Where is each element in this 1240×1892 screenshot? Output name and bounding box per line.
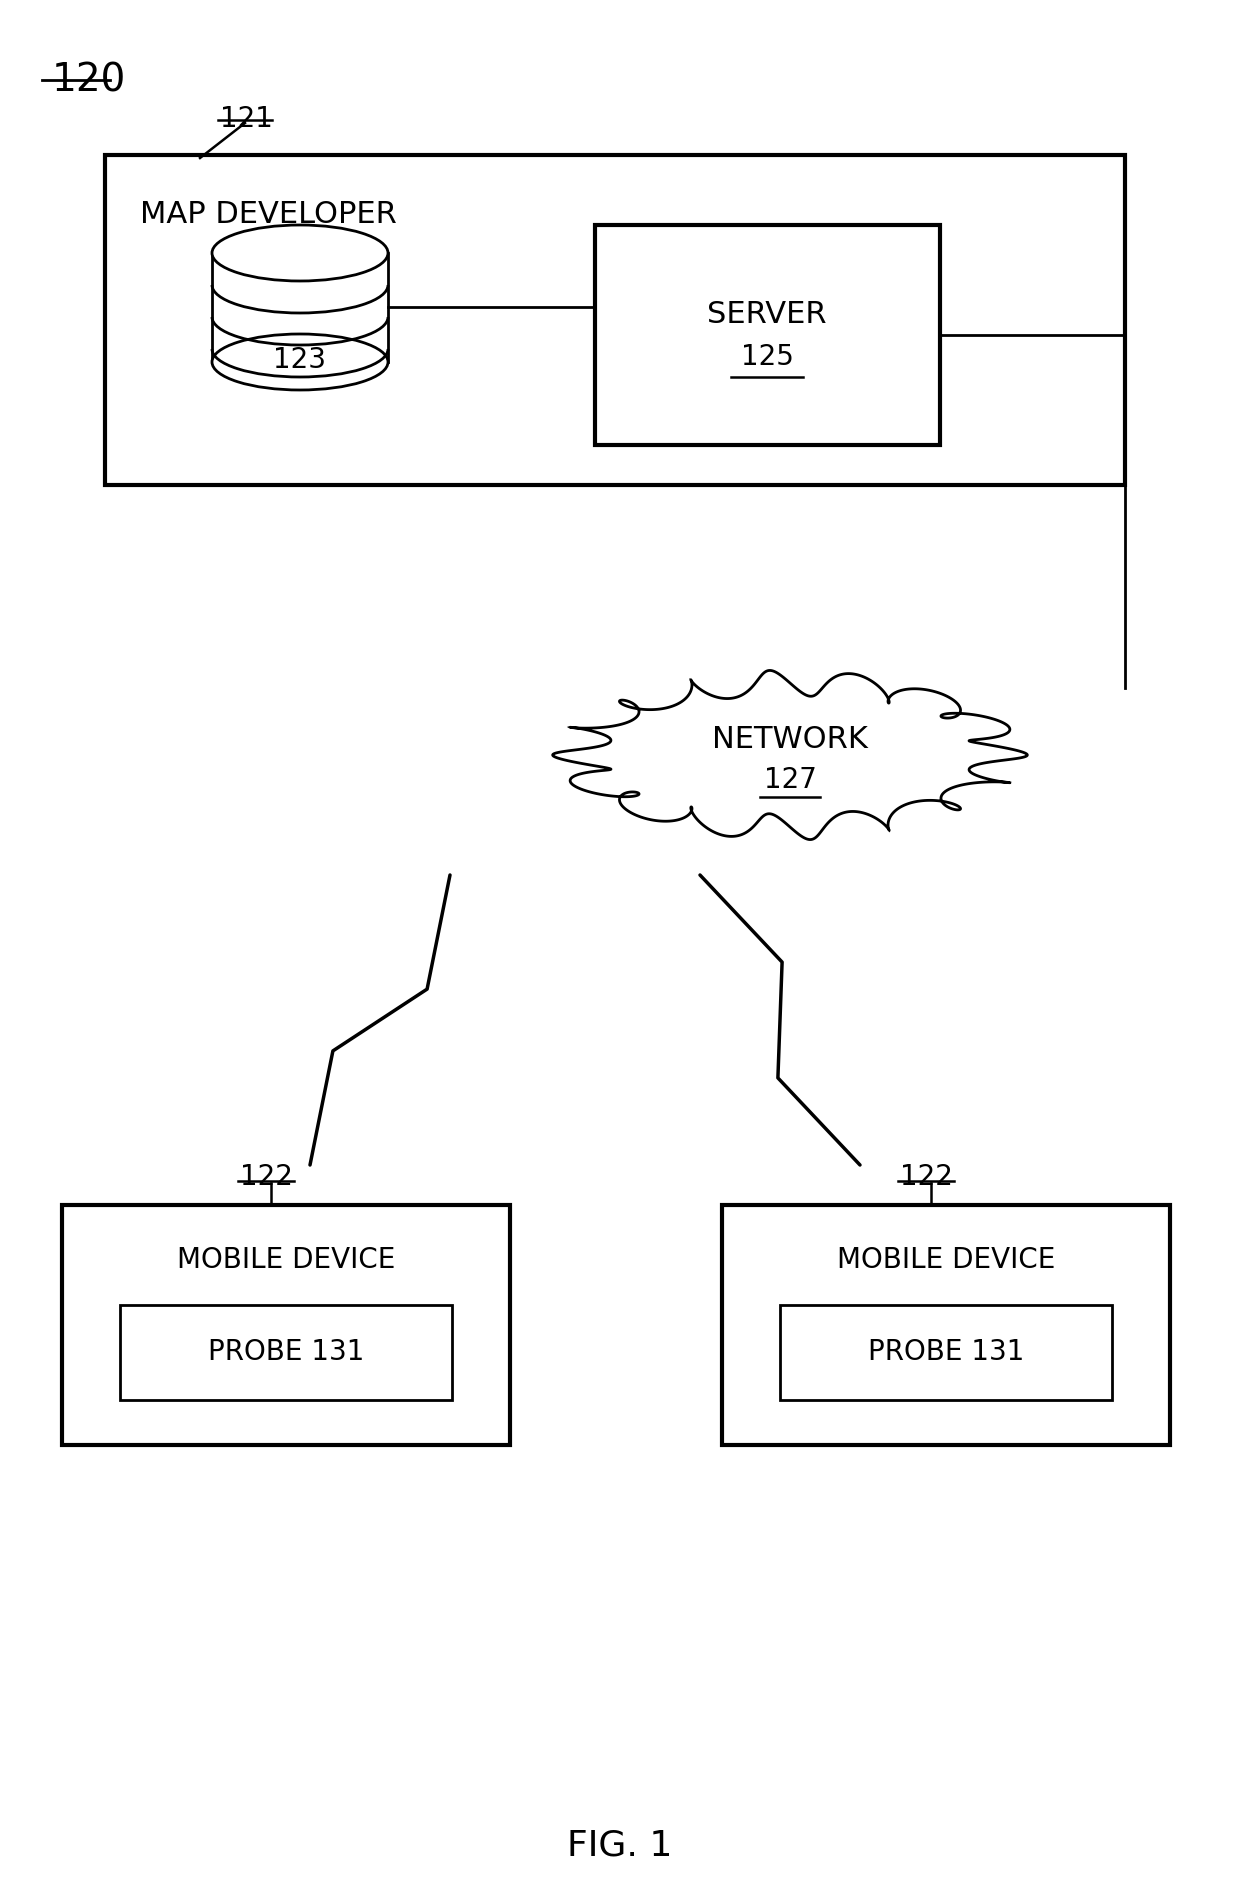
Text: 125: 125 (740, 342, 794, 371)
Text: NETWORK: NETWORK (712, 725, 868, 755)
Bar (595, 225, 940, 445)
Bar (120, 1305, 453, 1400)
Text: MAP DEVELOPER: MAP DEVELOPER (140, 201, 397, 229)
Text: 121: 121 (219, 104, 273, 132)
Ellipse shape (212, 225, 388, 282)
Text: 127: 127 (764, 766, 816, 795)
Text: SERVER: SERVER (707, 301, 827, 329)
Text: FIG. 1: FIG. 1 (568, 1828, 672, 1862)
Text: PROBE 131: PROBE 131 (868, 1338, 1024, 1366)
Text: 122: 122 (899, 1164, 952, 1190)
Text: MOBILE DEVICE: MOBILE DEVICE (837, 1247, 1055, 1273)
Bar (722, 1205, 1171, 1445)
Bar (105, 155, 1125, 484)
Ellipse shape (212, 335, 388, 390)
Text: 123: 123 (274, 346, 326, 375)
Text: 122: 122 (239, 1164, 293, 1190)
Bar (212, 254, 388, 361)
Polygon shape (553, 670, 1027, 840)
Text: PROBE 131: PROBE 131 (208, 1338, 365, 1366)
Text: MOBILE DEVICE: MOBILE DEVICE (177, 1247, 396, 1273)
Bar (780, 1305, 1112, 1400)
Bar (62, 1205, 510, 1445)
Text: 120: 120 (52, 62, 126, 100)
